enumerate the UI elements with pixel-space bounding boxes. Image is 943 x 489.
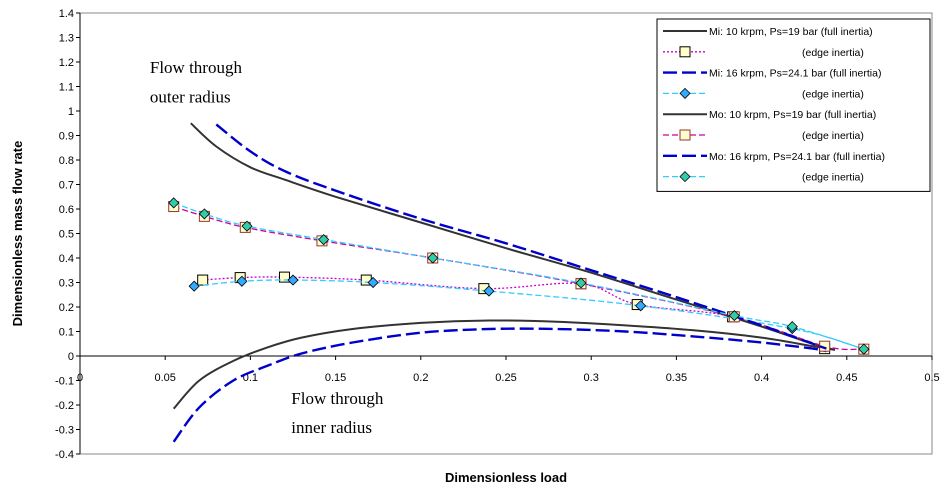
y-tick-label: 0.4 [59,253,74,265]
series-3-line [172,327,827,443]
y-tick-label: 1.1 [59,82,74,94]
legend-label: (edge inertia) [802,172,864,184]
legend-entry: (edge inertia) [663,46,864,59]
x-tick-label: 0.3 [584,372,599,384]
legend-label: (edge inertia) [802,88,864,100]
series-8-point [318,234,330,246]
legend-label: Mi: 16 krpm, Ps=24.1 bar (full inertia) [709,68,881,80]
series-1-line [172,319,836,410]
legend-swatch-marker [679,87,691,99]
annotation: Flow through [291,389,384,408]
series-8-point [427,252,439,264]
series-7 [215,123,827,350]
series-2-point [197,274,209,286]
x-tick-label: 0.5 [924,372,939,384]
y-tick-label: -0.2 [55,400,74,412]
annotation: inner radius [291,418,372,437]
x-tick-label: 0 [77,372,83,384]
y-tick-labels: -0.4-0.3-0.2-0.100.10.20.30.40.50.60.70.… [55,8,80,461]
series-4-point [188,280,200,292]
legend-swatch-marker [679,171,691,183]
series-4-point [236,275,248,287]
y-tick-label: 1.2 [59,57,74,69]
y-tick-label: 0.2 [59,302,74,314]
x-tick-label: 0.45 [836,372,857,384]
series-2-point [278,271,290,283]
y-tick-label: -0.1 [55,376,74,388]
series-7-line [215,123,827,350]
y-tick-label: 0.7 [59,180,74,192]
x-tick-labels: 0 0.05 0.1 0.15 0.2 0.25 0.3 0.35 0.4 0.45 0.5 [77,356,940,384]
series-8 [168,197,870,355]
annotation: Flow through [150,58,243,77]
series-8-point [786,321,798,333]
annotation: outer radius [150,87,231,106]
series-8-point [198,208,210,220]
y-axis-title: Dimensionless mass flow rate [10,141,25,327]
y-tick-label: 1.3 [59,33,74,45]
y-tick-label: 0 [68,351,74,363]
series-8-point [575,277,587,289]
legend-label: Mo: 16 krpm, Ps=24.1 bar (full inertia) [709,151,885,163]
series-layer [168,122,870,443]
legend-label: (edge inertia) [802,130,864,142]
y-tick-label: 0.3 [59,278,74,290]
y-tick-label: -0.3 [55,425,74,437]
legend-entry: Mi: 16 krpm, Ps=24.1 bar (full inertia) [663,68,881,80]
y-tick-label: 0.1 [59,327,74,339]
series-5-line [190,122,836,351]
legend-entry: (edge inertia) [663,171,864,184]
y-tick-label: 0.8 [59,155,74,167]
x-tick-label: 0.4 [754,372,769,384]
legend-swatch-marker [679,46,691,58]
x-tick-label: 0.35 [666,372,687,384]
y-tick-label: 0.9 [59,131,74,143]
x-tick-label: 0.05 [154,372,175,384]
x-tick-label: 0.25 [495,372,516,384]
series-3 [172,327,827,443]
legend-entry: (edge inertia) [663,129,864,142]
y-tick-label: 0.5 [59,229,74,241]
y-tick-label: -0.4 [55,449,74,461]
series-8-point [858,343,870,355]
legend: Mi: 10 krpm, Ps=19 bar (full inertia) (ed… [656,18,931,192]
x-axis-title: Dimensionless load [445,470,567,485]
y-tick-label: 1 [68,106,74,118]
series-5 [190,122,836,351]
series-4-point [367,276,379,289]
legend-label: (edge inertia) [802,47,864,59]
series-4-line [194,279,864,350]
annotations: Flow through outer radius Flow through inne… [150,58,384,437]
series-1 [172,319,836,410]
x-tick-label: 0.2 [413,372,428,384]
legend-swatch-marker [679,129,691,141]
series-4-point [483,285,495,297]
series-6-point [819,340,831,352]
legend-entry: Mi: 10 krpm, Ps=19 bar (full inertia) [663,26,873,38]
series-8-point [728,310,740,322]
series-8-point [241,220,253,232]
series-8-line [173,202,864,350]
y-tick-label: 0.6 [59,204,74,216]
legend-label: Mo: 10 krpm, Ps=19 bar (full inertia) [709,109,876,121]
legend-label: Mi: 10 krpm, Ps=19 bar (full inertia) [709,26,873,38]
legend-entry: Mo: 16 krpm, Ps=24.1 bar (full inertia) [663,151,885,163]
x-tick-label: 0.15 [325,372,346,384]
y-tick-label: 1.4 [59,8,74,20]
series-4-point [635,300,647,312]
series-4-point [287,274,299,286]
series-8-point [168,197,180,209]
legend-entry: (edge inertia) [663,87,864,100]
legend-entry: Mo: 10 krpm, Ps=19 bar (full inertia) [663,109,876,121]
legend-box [656,18,931,192]
